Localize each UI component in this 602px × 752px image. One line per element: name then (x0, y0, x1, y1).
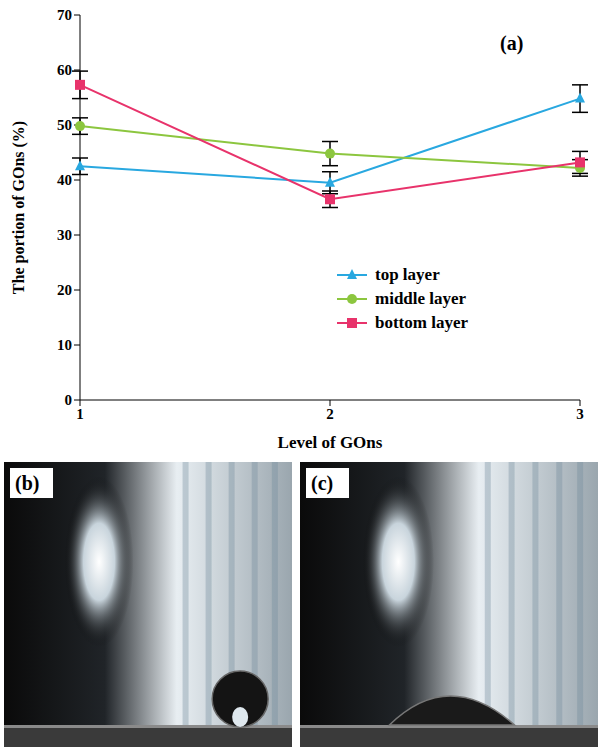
svg-text:10: 10 (57, 337, 72, 353)
html-text:(a): (a) (500, 31, 524, 54)
svg-text:1: 1 (76, 406, 84, 422)
svg-text:30: 30 (57, 227, 72, 243)
html-text:middle layer: middle layer (375, 288, 467, 308)
svg-text:The portion of GOns (%): The portion of GOns (%) (10, 121, 28, 294)
svg-text:50: 50 (57, 117, 72, 133)
svg-text:0: 0 (65, 392, 73, 408)
svg-text:20: 20 (57, 282, 72, 298)
svg-text:(b): (b) (15, 472, 39, 495)
html-text:bottom layer: bottom layer (375, 312, 468, 332)
svg-text:60: 60 (57, 62, 72, 78)
svg-text:Level of GOns: Level of GOns (278, 433, 383, 452)
svg-text:2: 2 (326, 406, 334, 422)
svg-text:70: 70 (57, 7, 72, 23)
html-text:top layer: top layer (375, 264, 440, 284)
svg-text:(c): (c) (311, 472, 333, 495)
svg-text:3: 3 (576, 406, 584, 422)
svg-text:40: 40 (57, 172, 72, 188)
